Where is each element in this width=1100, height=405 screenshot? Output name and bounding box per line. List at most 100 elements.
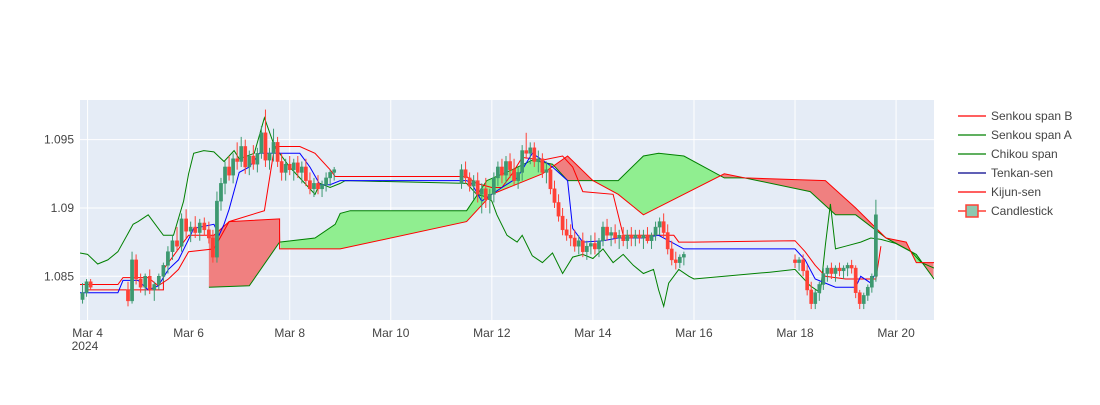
candle-increasing bbox=[312, 177, 316, 198]
candle-decreasing bbox=[629, 227, 634, 247]
candle-body bbox=[524, 150, 529, 154]
candle-increasing bbox=[170, 235, 175, 260]
legend-item-senkou-span-a: Senkou span A bbox=[958, 128, 1072, 142]
candle-increasing bbox=[188, 221, 193, 243]
candle-increasing bbox=[166, 246, 170, 274]
cloud-bull-area bbox=[593, 153, 722, 215]
candle-increasing bbox=[152, 281, 157, 301]
candle-layer bbox=[80, 109, 878, 310]
candle-body bbox=[673, 259, 678, 263]
candle-body bbox=[156, 276, 161, 285]
candle-body bbox=[797, 259, 801, 263]
candle-decreasing bbox=[147, 269, 152, 295]
candle-increasing bbox=[609, 227, 613, 247]
x-tick-label: Mar 12 bbox=[473, 326, 511, 340]
candle-increasing bbox=[865, 284, 870, 301]
candle-decreasing bbox=[235, 142, 240, 170]
candle-body bbox=[605, 226, 609, 236]
candle-increasing bbox=[845, 262, 850, 277]
chikou-span-line bbox=[80, 116, 934, 309]
legend-label: Candlestick bbox=[991, 204, 1054, 218]
candle-body bbox=[202, 222, 207, 231]
candle-body bbox=[669, 248, 674, 261]
x-tick-label: Mar 18 bbox=[776, 326, 814, 340]
x-tick-label: Mar 16 bbox=[675, 326, 713, 340]
candle-increasing bbox=[584, 240, 589, 260]
candle-body bbox=[621, 235, 626, 241]
candle-body bbox=[179, 218, 184, 247]
candle-body bbox=[459, 169, 464, 184]
candle-body bbox=[861, 295, 866, 304]
candle-body bbox=[682, 254, 686, 258]
candle-body bbox=[641, 235, 646, 239]
candle-increasing bbox=[496, 161, 500, 187]
candle-increasing bbox=[271, 128, 276, 162]
candle-increasing bbox=[653, 221, 658, 241]
candle-body bbox=[548, 169, 553, 190]
candle-body bbox=[219, 183, 223, 202]
candle-decreasing bbox=[593, 232, 597, 255]
candle-body bbox=[263, 132, 268, 161]
candle-body bbox=[617, 235, 622, 239]
candle-decreasing bbox=[463, 161, 468, 184]
candle-decreasing bbox=[207, 221, 211, 244]
candle-decreasing bbox=[849, 259, 854, 274]
candle-body bbox=[126, 289, 130, 302]
candle-body bbox=[874, 214, 878, 277]
y-tick-label: 1.09 bbox=[51, 201, 75, 215]
candle-body bbox=[279, 161, 284, 173]
candle-decreasing bbox=[645, 227, 650, 244]
candle-body bbox=[869, 276, 874, 288]
candle-decreasing bbox=[568, 224, 573, 247]
grid-layer bbox=[80, 100, 934, 320]
candle-decreasing bbox=[500, 158, 504, 184]
candle-body bbox=[271, 142, 276, 154]
candle-decreasing bbox=[605, 218, 609, 241]
x-tick-label: Mar 8 bbox=[274, 326, 305, 340]
y-tick-label: 1.095 bbox=[44, 133, 74, 147]
legend-item-candlestick: Candlestick bbox=[958, 204, 1054, 218]
candle-decreasing bbox=[552, 180, 557, 208]
x-year-label: 2024 bbox=[72, 339, 99, 353]
candle-decreasing bbox=[295, 156, 300, 178]
candle-body bbox=[821, 273, 826, 285]
candle-decreasing bbox=[829, 262, 834, 280]
candle-increasing bbox=[479, 183, 484, 214]
candle-body bbox=[316, 183, 320, 190]
candle-body bbox=[817, 284, 822, 293]
x-tick-label: Mar 6 bbox=[173, 326, 204, 340]
candle-increasing bbox=[841, 265, 846, 280]
candle-body bbox=[483, 188, 488, 201]
candle-increasing bbox=[597, 238, 601, 258]
candle-body bbox=[332, 169, 337, 173]
candle-body bbox=[649, 235, 654, 241]
candle-decreasing bbox=[88, 279, 93, 290]
candle-increasing bbox=[833, 265, 838, 282]
candle-body bbox=[475, 180, 480, 195]
candle-increasing bbox=[143, 273, 148, 296]
candle-body bbox=[532, 147, 537, 162]
candle-decreasing bbox=[548, 164, 553, 195]
candle-increasing bbox=[130, 251, 134, 304]
candle-body bbox=[479, 188, 484, 195]
candle-body bbox=[259, 132, 264, 154]
candle-body bbox=[80, 292, 85, 300]
candle-body bbox=[170, 240, 175, 252]
candle-body bbox=[661, 221, 666, 233]
candle-increasing bbox=[231, 153, 235, 184]
candle-increasing bbox=[239, 136, 244, 167]
candle-body bbox=[520, 150, 525, 173]
candle-body bbox=[593, 243, 597, 250]
candle-increasing bbox=[156, 273, 161, 290]
candle-increasing bbox=[471, 175, 476, 200]
candle-body bbox=[677, 256, 682, 263]
candle-decreasing bbox=[308, 172, 312, 195]
candle-body bbox=[291, 162, 296, 170]
candle-decreasing bbox=[175, 227, 179, 252]
candle-body bbox=[625, 235, 630, 241]
candle-decreasing bbox=[483, 177, 488, 208]
legend-item-senkou-span-b: Senkou span B bbox=[958, 109, 1072, 123]
candle-increasing bbox=[487, 188, 492, 214]
candle-increasing bbox=[813, 289, 818, 310]
